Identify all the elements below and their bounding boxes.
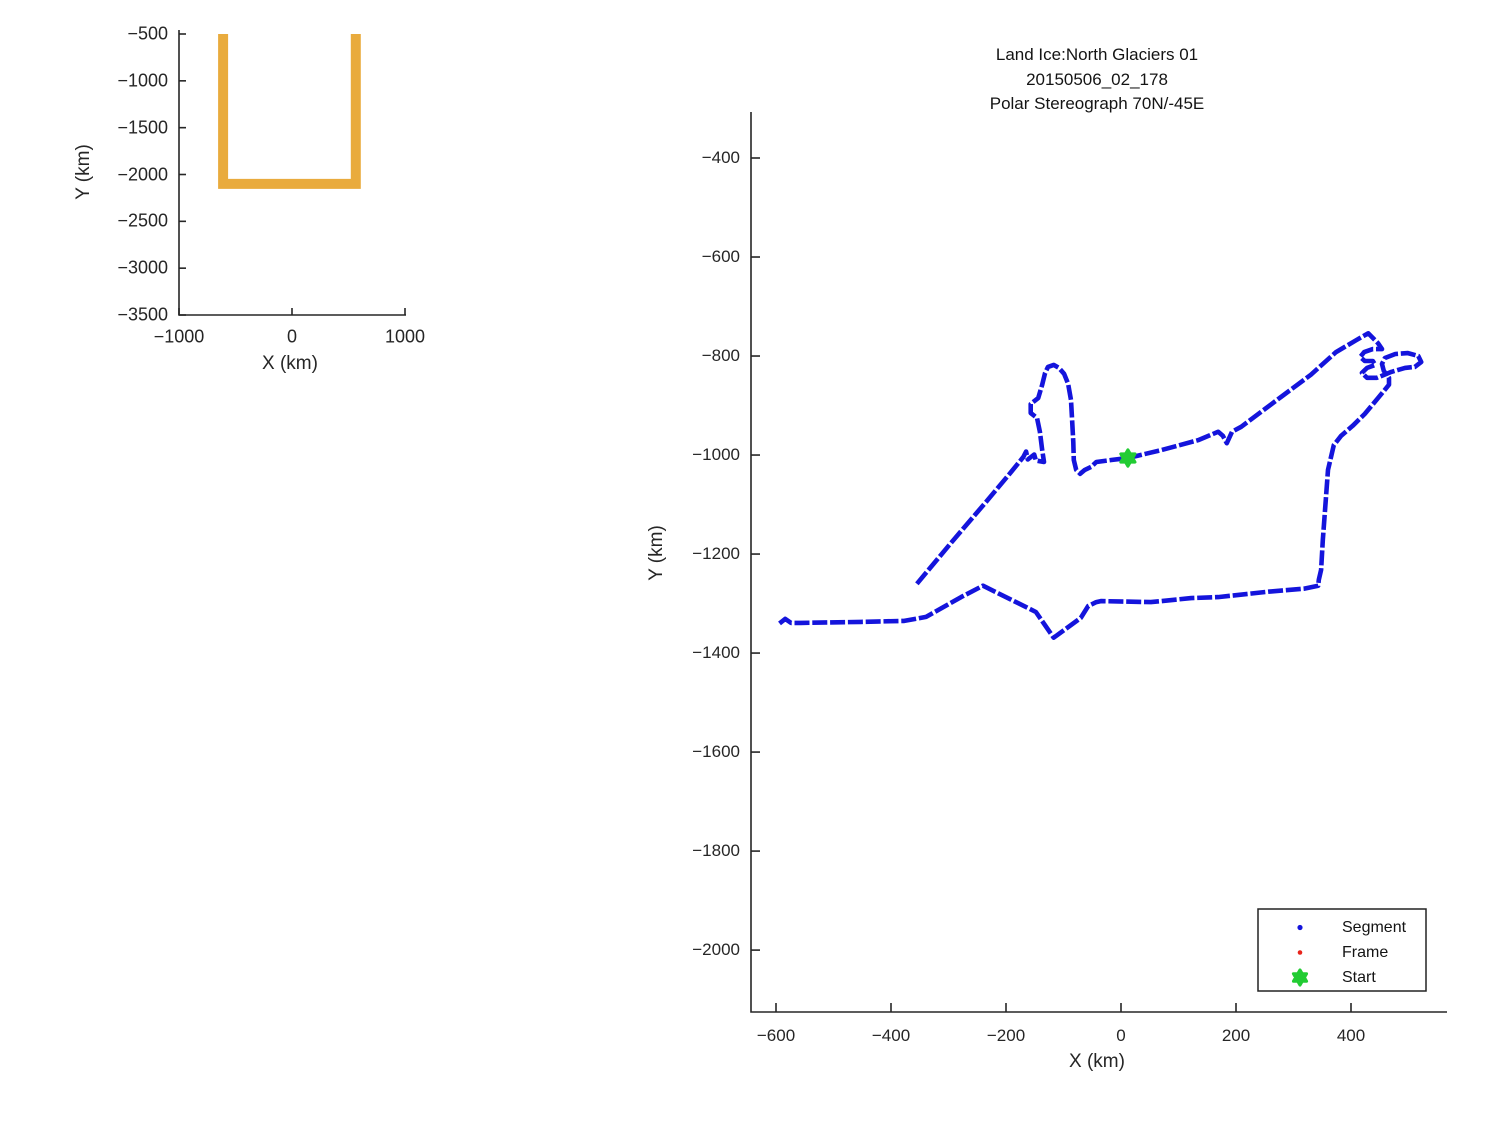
main-y-tick-label: −1200 — [692, 544, 740, 564]
legend-label-segment: Segment — [1342, 919, 1407, 936]
main-y-tick-label: −1000 — [692, 445, 740, 465]
legend-frame-marker — [1297, 950, 1303, 955]
main-plot-title: Land Ice:North Glaciers 01 20150506_02_1… — [990, 43, 1205, 117]
legend-label-start: Start — [1342, 969, 1376, 986]
mini-x-tick-label: −1000 — [153, 326, 205, 347]
title-line-1: Land Ice:North Glaciers 01 — [995, 45, 1199, 64]
main-x-tick-label: 200 — [1221, 1026, 1251, 1045]
legend-start-marker — [1291, 968, 1309, 987]
main-xlabel: X (km) — [1069, 1051, 1125, 1072]
main-y-tick-label: −2000 — [692, 940, 740, 960]
segment-track-path — [777, 331, 1424, 640]
main-x-tick-label: −400 — [871, 1026, 911, 1045]
main-y-tick-label: −1800 — [692, 841, 740, 861]
mini-x-tick-label: 0 — [286, 326, 298, 347]
main-y-tick-label: −600 — [701, 247, 740, 266]
main-ylabel: Y (km) — [646, 525, 667, 581]
mini-y-tick-label: −3000 — [117, 257, 168, 278]
main-y-tick-label: −1600 — [692, 742, 740, 762]
legend-box — [1257, 908, 1427, 992]
mini-y-tick-label: −1500 — [117, 117, 168, 138]
mini-x-tick-label: 1000 — [384, 326, 426, 347]
mini-ylabel: Y (km) — [73, 144, 94, 200]
start-marker — [1119, 448, 1137, 468]
main-axes-spines — [750, 112, 1447, 1013]
mini-xlabel: X (km) — [262, 353, 318, 374]
overview-coverage-path — [218, 34, 361, 189]
main-x-tick-label: 0 — [1116, 1026, 1126, 1045]
legend-label-frame: Frame — [1342, 944, 1389, 961]
mini-y-tick-label: −3500 — [117, 304, 168, 325]
mini-y-tick-label: −2500 — [117, 210, 168, 231]
main-x-tick-label: 400 — [1336, 1026, 1366, 1045]
main-x-tick-label: −600 — [756, 1026, 796, 1045]
mini-y-tick-label: −1000 — [117, 70, 168, 91]
title-line-2: 20150506_02_178 — [1026, 69, 1168, 89]
mini-axes-spines — [178, 30, 406, 316]
main-x-tick-label: −200 — [986, 1026, 1026, 1045]
title-line-3: Polar Stereograph 70N/-45E — [989, 94, 1205, 113]
legend-segment-marker — [1297, 924, 1303, 931]
main-y-tick-label: −800 — [701, 346, 740, 366]
mini-y-tick-label: −2000 — [117, 164, 168, 184]
mini-y-tick-label: −500 — [127, 23, 168, 44]
main-y-tick-label: −400 — [701, 148, 740, 167]
main-y-tick-label: −1400 — [692, 643, 740, 663]
